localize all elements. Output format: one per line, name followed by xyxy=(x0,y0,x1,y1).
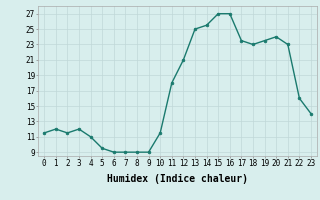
X-axis label: Humidex (Indice chaleur): Humidex (Indice chaleur) xyxy=(107,174,248,184)
